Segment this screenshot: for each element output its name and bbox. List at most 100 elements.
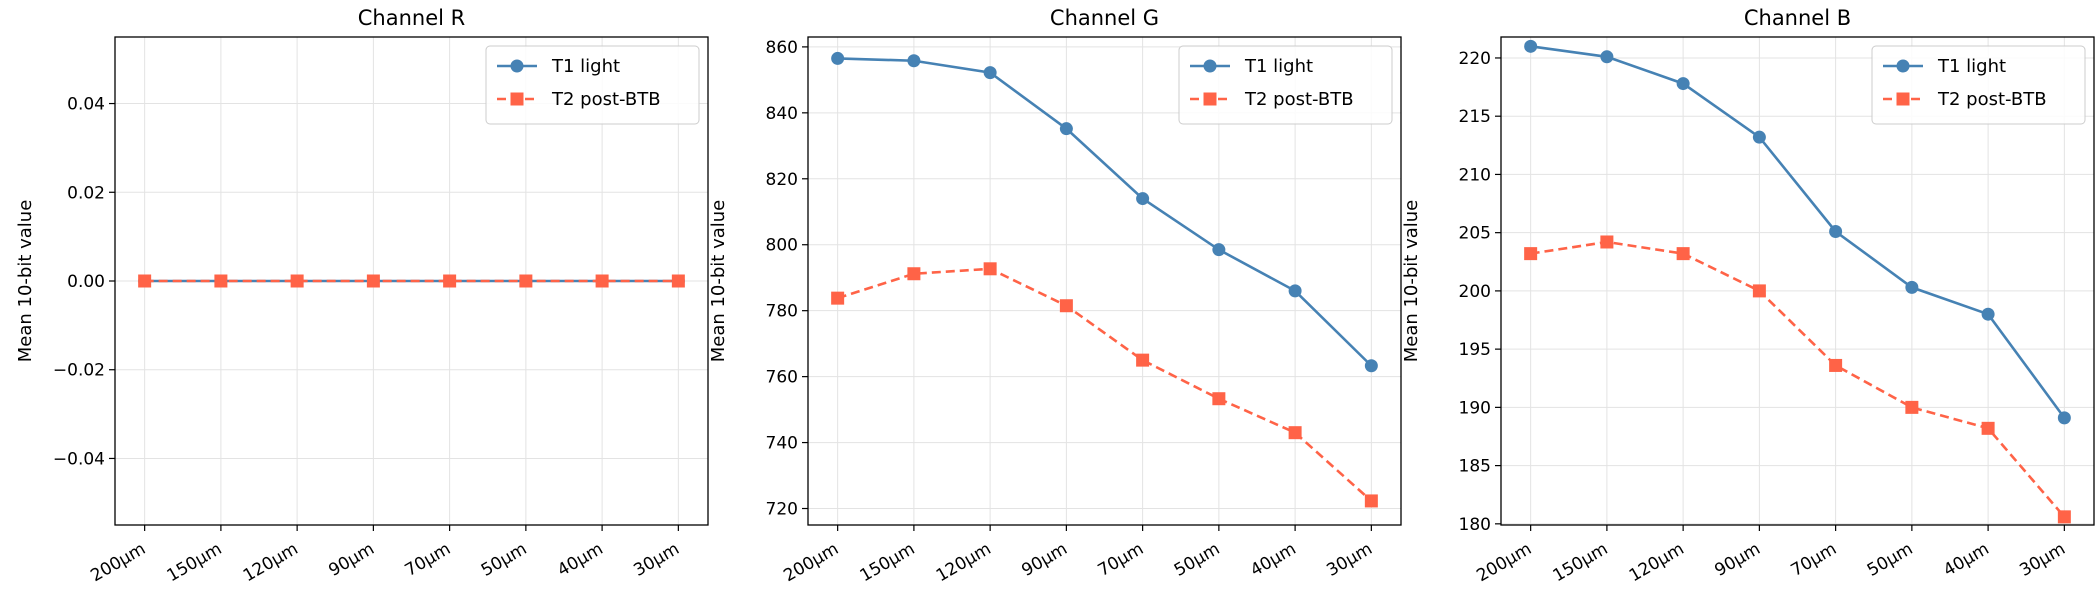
y-tick-label: 195 (1459, 340, 1491, 360)
legend-label: T2 post-BTB (551, 89, 661, 110)
legend-label: T1 light (551, 56, 620, 77)
x-tick-label: 120μm (1626, 539, 1688, 586)
y-tick-label: −0.04 (53, 449, 105, 469)
y-tick-label: −0.02 (53, 361, 105, 381)
x-tick-label: 50μm (478, 539, 530, 581)
legend-marker-t1 (1896, 59, 1910, 73)
data-point-t2 (214, 274, 228, 288)
x-tick-label: 90μm (1711, 539, 1763, 581)
x-tick-label: 30μm (1323, 539, 1375, 581)
data-point-t1 (983, 66, 997, 80)
data-point-t2 (1829, 358, 1843, 372)
data-point-t1 (1212, 243, 1226, 257)
x-tick-label: 150μm (1550, 539, 1612, 586)
x-tick-label: 70μm (1095, 539, 1147, 581)
data-point-t2 (2057, 510, 2071, 524)
data-point-t1 (1752, 130, 1766, 144)
data-point-t2 (1905, 400, 1919, 414)
data-point-t2 (1288, 426, 1302, 440)
data-point-t1 (1364, 359, 1378, 373)
data-point-t1 (1905, 280, 1919, 294)
data-point-t2 (1676, 247, 1690, 261)
data-point-t2 (1364, 494, 1378, 508)
y-tick-label: 220 (1459, 49, 1491, 69)
data-point-t2 (907, 267, 921, 281)
series-line (1530, 240, 2066, 518)
data-point-t1 (1676, 77, 1690, 91)
legend-label: T2 post-BTB (1937, 89, 2047, 110)
data-point-t2 (1981, 421, 1995, 435)
data-point-t2 (831, 291, 845, 305)
y-tick-label: 840 (766, 104, 798, 124)
x-tick-label: 200μm (87, 539, 149, 586)
y-tick-label: 210 (1459, 165, 1491, 185)
y-tick-label: 800 (766, 236, 798, 256)
data-point-t2 (1136, 353, 1150, 367)
chart-panel: −0.04 −0.02 0.00 0.02 0.04 200μm 150μm 120μm 90μ… (15, 6, 709, 586)
data-point-t1 (1288, 284, 1302, 298)
legend-box (485, 45, 700, 125)
x-tick-label: 150μm (857, 539, 919, 586)
y-tick-label: 0.02 (67, 183, 105, 203)
chart-panel: 180 185 190 195 200 205 210 215 220 200μm 150μm 120… (1401, 6, 2095, 586)
x-tick-label: 30μm (2016, 539, 2068, 581)
chart-panel: 720 740 760 780 800 820 840 860 200μm 150μm 120μm 9… (708, 6, 1402, 586)
data-point-t2 (366, 274, 380, 288)
x-tick-label: 40μm (1247, 539, 1299, 581)
y-tick-label: 200 (1459, 282, 1491, 302)
y-tick-label: 720 (766, 500, 798, 520)
y-tick-label: 185 (1459, 457, 1491, 477)
y-axis-label: Mean 10-bit value (15, 200, 36, 363)
data-point-t2 (1600, 235, 1614, 249)
y-tick-label: 0.00 (67, 272, 105, 292)
data-point-t1 (1829, 225, 1843, 239)
series-line (1530, 45, 2066, 419)
data-point-t1 (1524, 39, 1538, 53)
legend-marker-t1 (1203, 59, 1217, 73)
y-tick-label: 740 (766, 434, 798, 454)
y-tick-label: 860 (766, 38, 798, 58)
chart-title: Channel B (1744, 6, 1851, 30)
chart-title: Channel G (1050, 6, 1159, 30)
y-axis-label: Mean 10-bit value (1401, 200, 1422, 363)
x-tick-label: 50μm (1171, 539, 1223, 581)
x-tick-label: 50μm (1864, 539, 1916, 581)
y-axis-label: Mean 10-bit value (708, 200, 729, 363)
plot-frame (1500, 36, 2095, 526)
x-tick-label: 120μm (240, 539, 302, 586)
data-point-t2 (443, 274, 457, 288)
plot-frame (807, 36, 1402, 526)
data-point-t2 (595, 274, 609, 288)
y-tick-label: 760 (766, 368, 798, 388)
x-tick-label: 150μm (164, 539, 226, 586)
y-tick-label: 205 (1459, 224, 1491, 244)
data-point-t1 (1136, 192, 1150, 206)
data-point-t1 (1600, 50, 1614, 64)
legend-marker-t1 (510, 59, 524, 73)
data-point-t1 (1059, 122, 1073, 136)
legend-box (1178, 45, 1393, 125)
series-line (837, 57, 1373, 367)
x-tick-label: 70μm (1788, 539, 1840, 581)
y-tick-label: 180 (1459, 515, 1491, 535)
data-point-t2 (138, 274, 152, 288)
x-tick-label: 90μm (325, 539, 377, 581)
legend-label: T1 light (1937, 56, 2006, 77)
data-point-t1 (831, 51, 845, 65)
series-line (837, 267, 1373, 502)
y-tick-label: 190 (1459, 398, 1491, 418)
x-tick-label: 90μm (1018, 539, 1070, 581)
legend-label: T2 post-BTB (1244, 89, 1354, 110)
data-point-t2 (1212, 392, 1226, 406)
y-tick-label: 0.04 (67, 95, 105, 115)
x-tick-label: 120μm (933, 539, 995, 586)
x-tick-label: 30μm (630, 539, 682, 581)
legend-marker-t2 (1203, 92, 1217, 106)
data-point-t2 (1524, 247, 1538, 261)
data-point-t2 (1752, 284, 1766, 298)
data-point-t2 (983, 262, 997, 276)
x-tick-label: 40μm (1940, 539, 1992, 581)
legend-marker-t2 (510, 92, 524, 106)
data-point-t2 (1059, 299, 1073, 313)
